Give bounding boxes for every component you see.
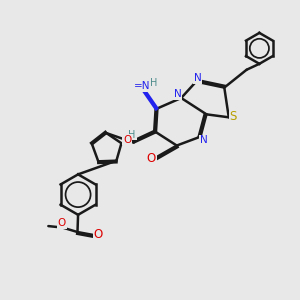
Text: S: S bbox=[230, 110, 237, 123]
Text: O: O bbox=[123, 135, 131, 145]
Text: O: O bbox=[147, 152, 156, 165]
Text: H: H bbox=[150, 77, 158, 88]
Text: O: O bbox=[58, 218, 66, 228]
Text: N: N bbox=[194, 73, 201, 83]
Text: O: O bbox=[94, 228, 103, 241]
Text: N: N bbox=[174, 89, 182, 99]
Text: H: H bbox=[128, 130, 136, 140]
Text: =N: =N bbox=[134, 81, 151, 91]
Text: N: N bbox=[200, 136, 207, 146]
